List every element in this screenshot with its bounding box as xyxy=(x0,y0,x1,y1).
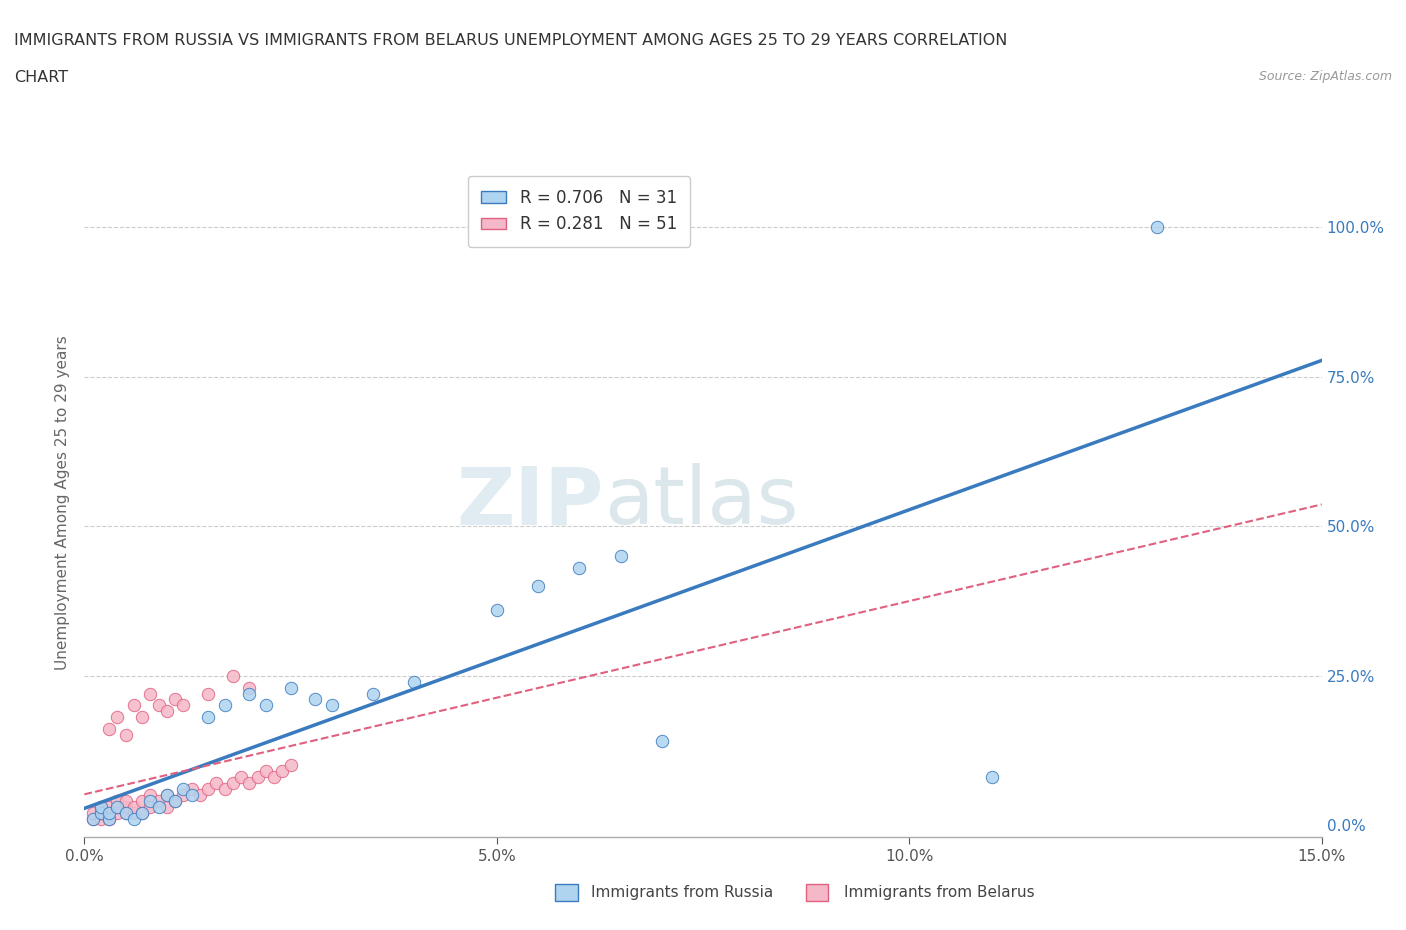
Point xyxy=(280,758,302,773)
Point xyxy=(90,805,112,820)
Point xyxy=(82,805,104,820)
Point xyxy=(609,549,631,564)
Point xyxy=(321,698,343,713)
Point xyxy=(98,722,121,737)
Point xyxy=(197,782,219,797)
Point xyxy=(98,812,121,827)
Point xyxy=(122,812,145,827)
Point xyxy=(197,686,219,701)
Point xyxy=(131,793,153,808)
Point xyxy=(180,788,202,803)
Point xyxy=(156,788,179,803)
Point xyxy=(90,805,112,820)
Point xyxy=(139,788,162,803)
Point xyxy=(122,805,145,820)
Point xyxy=(148,698,170,713)
Point xyxy=(214,782,236,797)
Point xyxy=(82,812,104,827)
Point xyxy=(90,812,112,827)
Point xyxy=(172,782,194,797)
Point xyxy=(165,692,187,707)
Point xyxy=(139,686,162,701)
Point xyxy=(105,800,128,815)
Point xyxy=(485,603,508,618)
Point xyxy=(131,710,153,724)
Text: ZIP: ZIP xyxy=(457,463,605,541)
Point xyxy=(114,800,136,815)
Point xyxy=(98,805,121,820)
Point xyxy=(238,680,260,695)
Point xyxy=(197,710,219,724)
Point xyxy=(651,734,673,749)
Text: IMMIGRANTS FROM RUSSIA VS IMMIGRANTS FROM BELARUS UNEMPLOYMENT AMONG AGES 25 TO : IMMIGRANTS FROM RUSSIA VS IMMIGRANTS FRO… xyxy=(14,33,1008,47)
Point xyxy=(122,698,145,713)
Point xyxy=(280,680,302,695)
Point xyxy=(172,788,194,803)
Point xyxy=(139,793,162,808)
Text: CHART: CHART xyxy=(14,70,67,85)
Point xyxy=(148,800,170,815)
Point xyxy=(271,764,294,778)
Point xyxy=(180,782,202,797)
Point xyxy=(122,800,145,815)
Point xyxy=(361,686,384,701)
Point xyxy=(304,692,326,707)
Point xyxy=(90,800,112,815)
Point xyxy=(568,561,591,576)
Text: atlas: atlas xyxy=(605,463,799,541)
Point xyxy=(156,788,179,803)
Text: Source: ZipAtlas.com: Source: ZipAtlas.com xyxy=(1258,70,1392,83)
Point xyxy=(98,805,121,820)
Y-axis label: Unemployment Among Ages 25 to 29 years: Unemployment Among Ages 25 to 29 years xyxy=(55,335,70,670)
Point xyxy=(205,776,228,790)
Point xyxy=(165,793,187,808)
Point xyxy=(263,770,285,785)
Point xyxy=(238,776,260,790)
Point xyxy=(139,800,162,815)
Point xyxy=(114,805,136,820)
Point xyxy=(131,805,153,820)
Point xyxy=(238,686,260,701)
Point xyxy=(105,800,128,815)
Point xyxy=(114,793,136,808)
Legend: R = 0.706   N = 31, R = 0.281   N = 51: R = 0.706 N = 31, R = 0.281 N = 51 xyxy=(468,176,690,246)
Point xyxy=(131,805,153,820)
Point xyxy=(527,578,550,593)
Point xyxy=(246,770,269,785)
Point xyxy=(114,728,136,743)
Point xyxy=(98,812,121,827)
Point xyxy=(222,776,245,790)
Point xyxy=(229,770,252,785)
Point xyxy=(222,668,245,683)
Point xyxy=(214,698,236,713)
Point xyxy=(148,793,170,808)
Text: Immigrants from Belarus: Immigrants from Belarus xyxy=(844,885,1035,900)
Point xyxy=(172,698,194,713)
Point xyxy=(254,764,277,778)
Text: Immigrants from Russia: Immigrants from Russia xyxy=(591,885,773,900)
Point xyxy=(254,698,277,713)
Point xyxy=(156,800,179,815)
Point xyxy=(165,793,187,808)
Point xyxy=(98,800,121,815)
Point xyxy=(105,710,128,724)
Point xyxy=(90,800,112,815)
Point xyxy=(114,805,136,820)
Point xyxy=(188,788,211,803)
Point xyxy=(404,674,426,689)
Point xyxy=(1146,219,1168,234)
Point xyxy=(82,812,104,827)
Point xyxy=(105,805,128,820)
Point xyxy=(980,770,1002,785)
Point xyxy=(105,793,128,808)
Point xyxy=(156,704,179,719)
